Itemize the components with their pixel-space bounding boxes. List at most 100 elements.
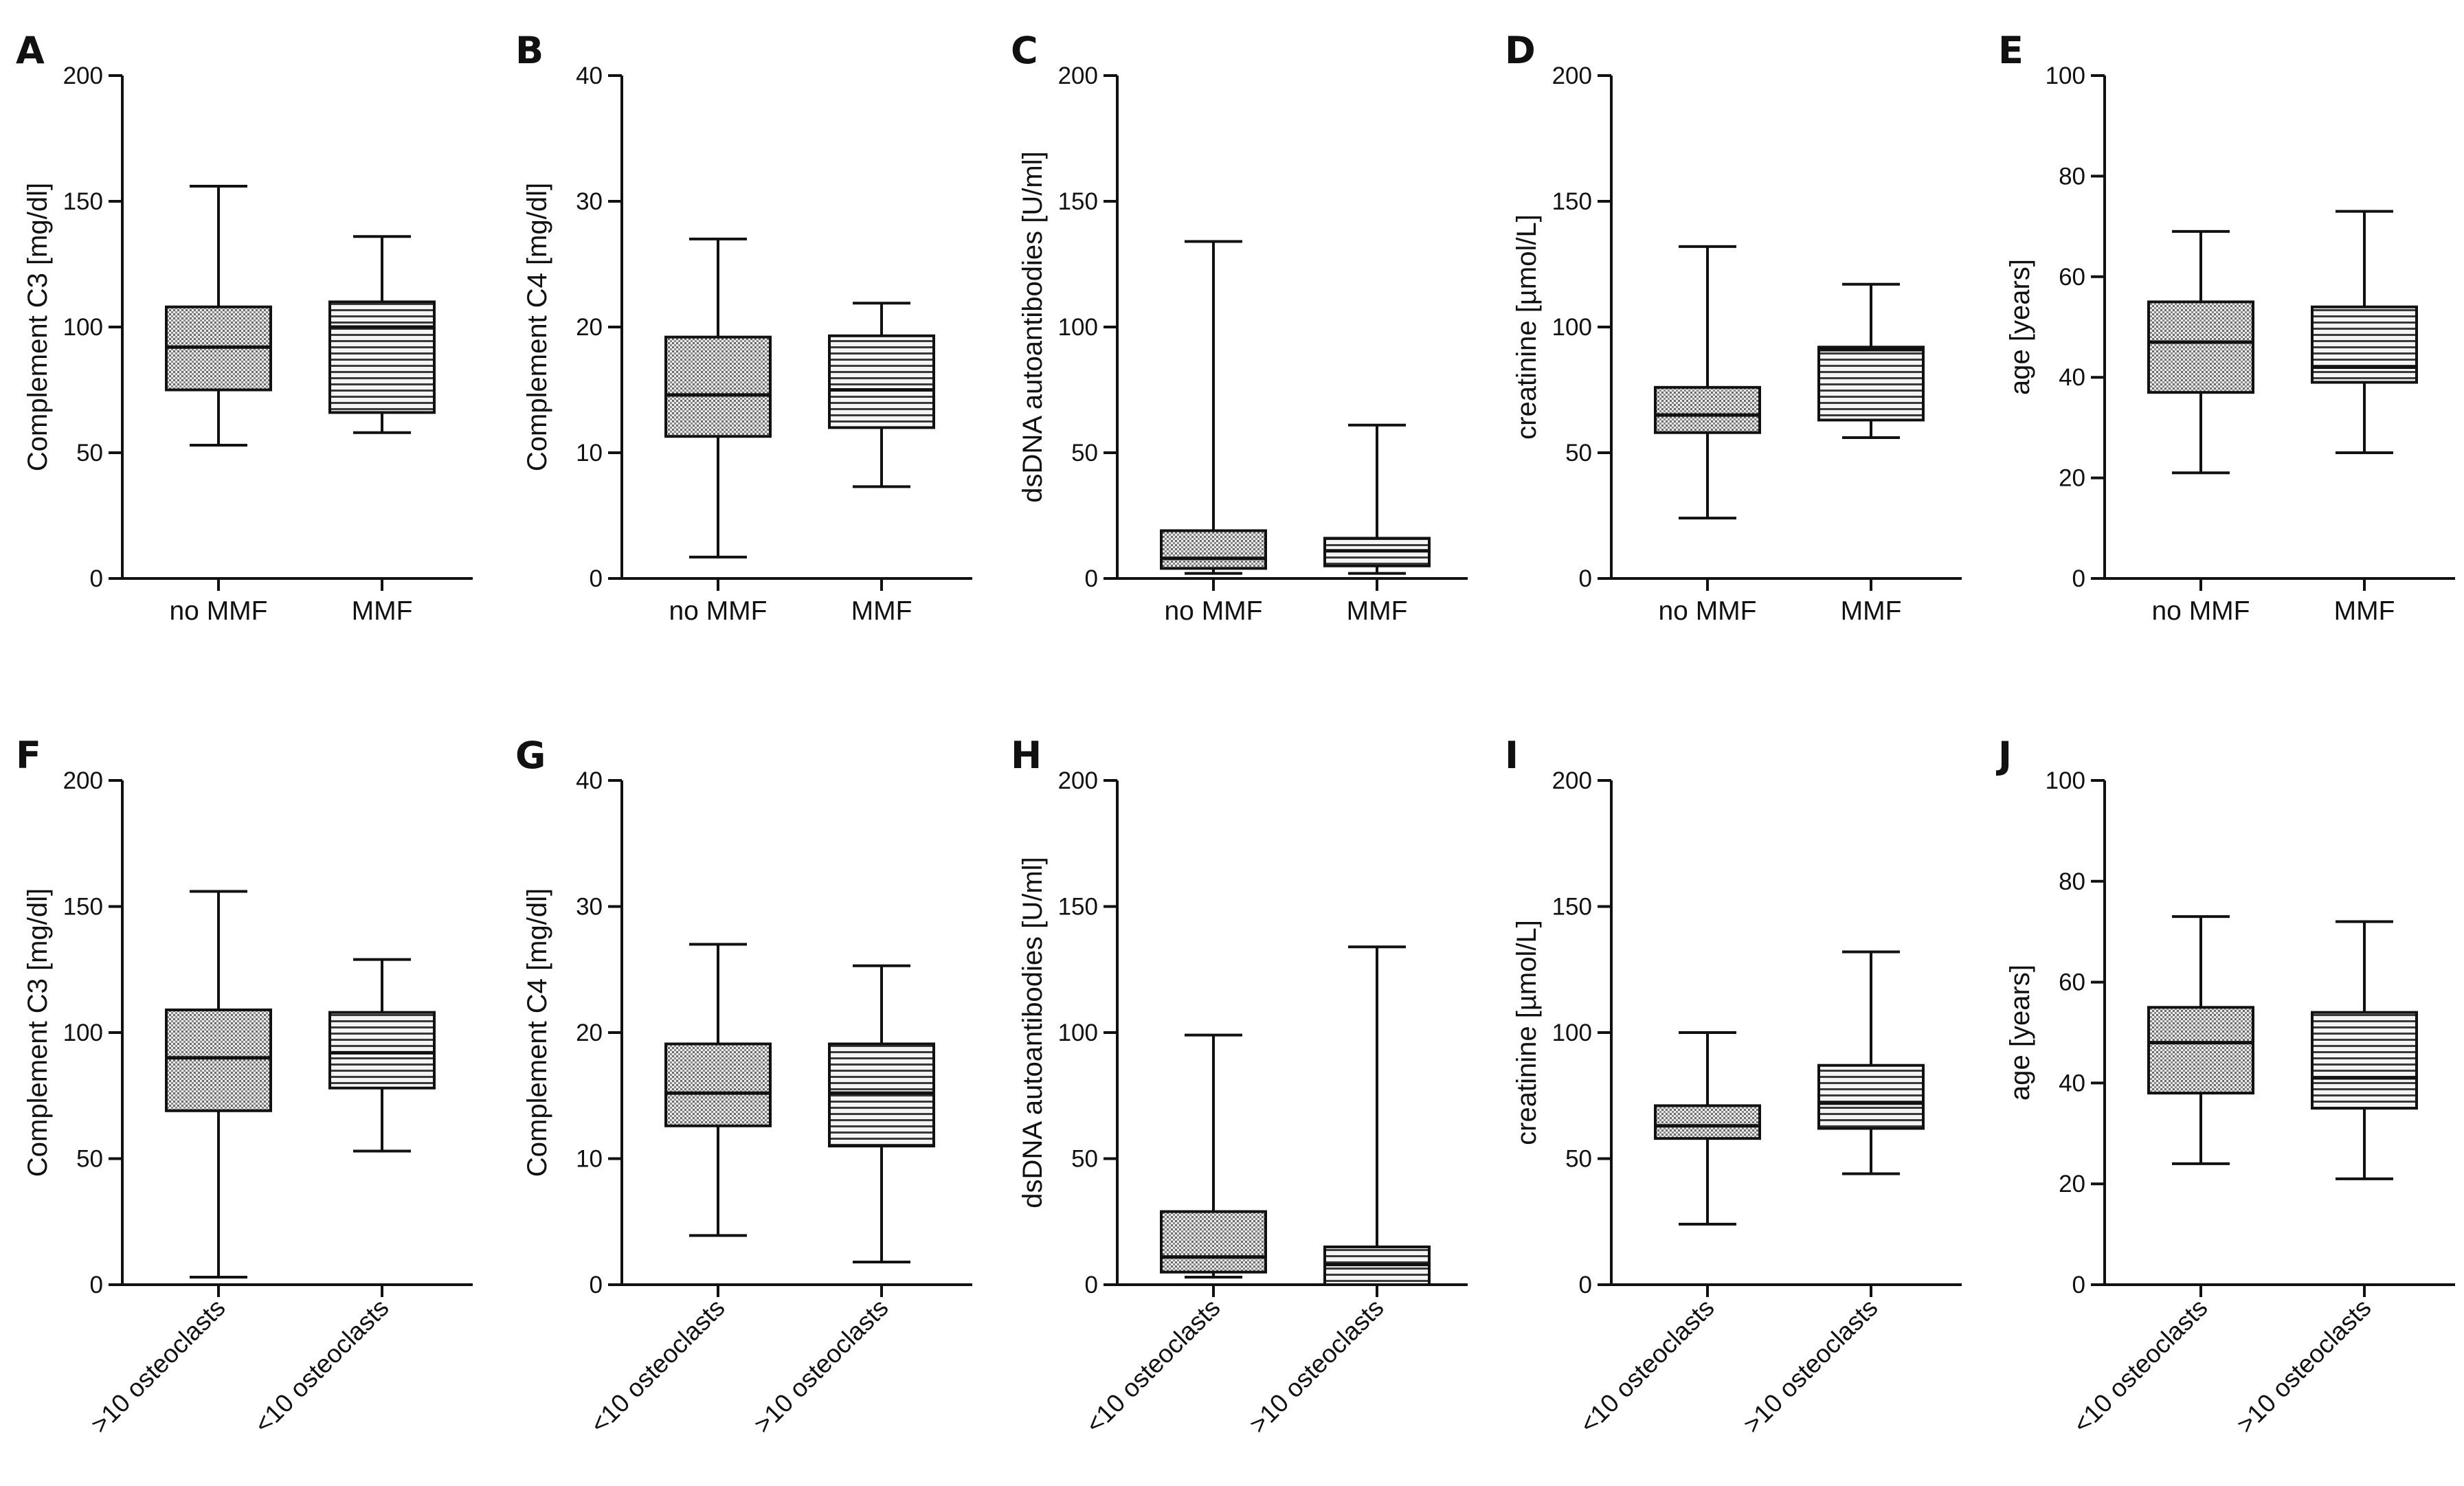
panel-g-iqr-box: [828, 1042, 935, 1148]
panel-i-y-tick-label: 200: [1552, 767, 1592, 794]
panel-f-letter: F: [16, 734, 41, 777]
panel-i-letter: I: [1505, 734, 1519, 777]
panel-i-y-tick-label: 100: [1552, 1020, 1592, 1046]
panel-i-x-label: >10 osteoclasts: [1738, 1294, 1883, 1439]
panel-b-x-label: no MMF: [669, 596, 767, 626]
panel-b-box-2: MMF: [828, 302, 935, 626]
panel-i-iqr-box: [1817, 1063, 1925, 1130]
panel-a-iqr-box: [328, 300, 436, 414]
panel-d-y-tick-label: 200: [1552, 63, 1592, 89]
panel-h-iqr-box: [1160, 1210, 1267, 1274]
panel-f-iqr-box: [328, 1011, 436, 1090]
panel-e-y-label: age [years]: [2005, 259, 2035, 395]
panel-a-x-label: no MMF: [169, 596, 267, 626]
panel-e-box-2: MMF: [2311, 210, 2418, 626]
panel-h-box-2: >10 osteoclasts: [1244, 945, 1431, 1439]
panel-e-iqr-box: [2311, 305, 2418, 384]
panel-d: D 0 50 100 150 200 creatinine [µmol/L] no MMF MM…: [1505, 29, 1962, 626]
panel-a: A 0 50 100 150 200 Complement C3 [mg/dl] no MMF…: [16, 29, 473, 626]
panel-h-y-tick-label: 150: [1058, 894, 1098, 921]
panel-c-y-label: dsDNA autoantibodies [U/ml]: [1018, 151, 1048, 502]
panel-d-y-tick-label: 150: [1552, 188, 1592, 215]
panel-i-y-tick-label: 0: [1579, 1272, 1592, 1298]
panel-i-y-tick-label: 50: [1565, 1146, 1592, 1173]
panel-e-y-tick-label: 80: [2059, 163, 2085, 190]
panel-f-box-1: >10 osteoclasts: [85, 890, 272, 1439]
panel-a-x-label: MMF: [352, 596, 413, 626]
panel-c: C 0 50 100 150 200 dsDNA autoantibodies [U/ml]…: [1011, 29, 1468, 626]
panel-e: E 0 20 40 60 80 100 age [years] no MMF MMF: [1998, 29, 2455, 626]
panel-j-y-tick-label: 60: [2059, 969, 2085, 996]
panel-b-iqr-box: [828, 334, 935, 429]
panel-b-y-tick-label: 20: [576, 314, 603, 341]
panel-c-x-label: MMF: [1347, 596, 1408, 626]
panel-g-iqr-box: [664, 1042, 772, 1127]
panel-b-y-tick-label: 30: [576, 188, 603, 215]
panel-g-box-2: >10 osteoclasts: [748, 964, 935, 1439]
panel-i: I 0 50 100 150 200 creatinine [µmol/L] <10 oste…: [1505, 734, 1962, 1439]
panel-d-y-tick-label: 100: [1552, 314, 1592, 341]
panel-c-box-1: no MMF: [1160, 240, 1267, 626]
panel-f-y-label: Complement C3 [mg/dl]: [23, 888, 53, 1177]
panel-e-x-label: no MMF: [2151, 596, 2250, 626]
panel-d-y-label: creatinine [µmol/L]: [1512, 214, 1542, 440]
panel-e-x-label: MMF: [2334, 596, 2395, 626]
panel-e-y-tick-label: 20: [2059, 465, 2085, 492]
panel-h-y-tick-label: 50: [1071, 1146, 1098, 1173]
panel-i-x-label: <10 osteoclasts: [1574, 1294, 1720, 1439]
panel-g-box-1: <10 osteoclasts: [585, 943, 772, 1439]
panel-g-letter: G: [515, 734, 546, 777]
panel-f-iqr-box: [165, 1008, 272, 1112]
panel-d-box-2: MMF: [1817, 282, 1925, 626]
panel-b-y-tick-label: 0: [590, 565, 603, 592]
panel-b-iqr-box: [664, 335, 772, 438]
panel-c-y-tick-label: 0: [1085, 565, 1098, 592]
panel-g-y-label: Complement C4 [mg/dl]: [522, 888, 552, 1177]
panel-f-y-tick-label: 200: [63, 767, 103, 794]
panel-h-y-tick-label: 200: [1058, 767, 1098, 794]
panel-a-y-tick-label: 0: [90, 565, 103, 592]
panel-h-box-1: <10 osteoclasts: [1080, 1033, 1267, 1439]
panel-e-box-1: no MMF: [2147, 229, 2254, 626]
panel-g-y-tick-label: 40: [576, 767, 603, 794]
panel-f-y-tick-label: 150: [63, 894, 103, 921]
panel-j-y-tick-label: 40: [2059, 1070, 2085, 1096]
panel-g-y-tick-label: 20: [576, 1020, 603, 1046]
panel-i-box-2: >10 osteoclasts: [1738, 950, 1925, 1439]
panel-j-y-tick-label: 100: [2046, 767, 2085, 794]
panel-f-x-label: >10 osteoclasts: [85, 1294, 231, 1439]
panel-a-y-tick-label: 200: [63, 63, 103, 89]
panel-f-y-tick-label: 0: [90, 1272, 103, 1298]
panel-a-box-2: MMF: [328, 235, 436, 626]
panel-c-y-tick-label: 150: [1058, 188, 1098, 215]
panel-j-y-label: age [years]: [2005, 965, 2035, 1101]
panel-h: H 0 50 100 150 200 dsDNA autoantibodies [U/ml]…: [1011, 734, 1468, 1439]
panel-j: J 0 20 40 60 80 100 age [years] <10 osteoclasts >…: [1995, 734, 2455, 1439]
panel-b-y-tick-label: 10: [576, 440, 603, 466]
panel-g-y-tick-label: 10: [576, 1146, 603, 1173]
panel-g-x-label: >10 osteoclasts: [748, 1294, 894, 1439]
panel-a-box-1: no MMF: [165, 185, 272, 626]
panel-f-x-label: <10 osteoclasts: [249, 1294, 394, 1439]
panel-e-y-tick-label: 40: [2059, 364, 2085, 391]
panel-c-box-2: MMF: [1323, 423, 1431, 626]
panel-e-y-tick-label: 0: [2072, 565, 2085, 592]
panel-b-y-label: Complement C4 [mg/dl]: [522, 183, 552, 471]
panel-d-box-1: no MMF: [1654, 245, 1761, 626]
panel-h-y-label: dsDNA autoantibodies [U/ml]: [1018, 857, 1048, 1208]
panel-b: B 0 10 20 30 40 Complement C4 [mg/dl] no MMF MMF: [515, 29, 972, 626]
panel-c-y-tick-label: 200: [1058, 63, 1098, 89]
panel-j-iqr-box: [2311, 1011, 2418, 1110]
panel-h-x-label: <10 osteoclasts: [1080, 1294, 1226, 1439]
panel-a-y-tick-label: 50: [76, 440, 103, 466]
panel-i-y-label: creatinine [µmol/L]: [1512, 920, 1542, 1145]
panel-d-iqr-box: [1817, 346, 1925, 422]
panel-j-x-label: <10 osteoclasts: [2068, 1294, 2213, 1439]
panel-e-letter: E: [1998, 29, 2024, 72]
panel-f-y-tick-label: 50: [76, 1146, 103, 1173]
panel-b-x-label: MMF: [851, 596, 912, 626]
panel-g-y-tick-label: 0: [590, 1272, 603, 1298]
panel-j-box-1: <10 osteoclasts: [2068, 915, 2254, 1439]
panel-e-iqr-box: [2147, 300, 2254, 394]
